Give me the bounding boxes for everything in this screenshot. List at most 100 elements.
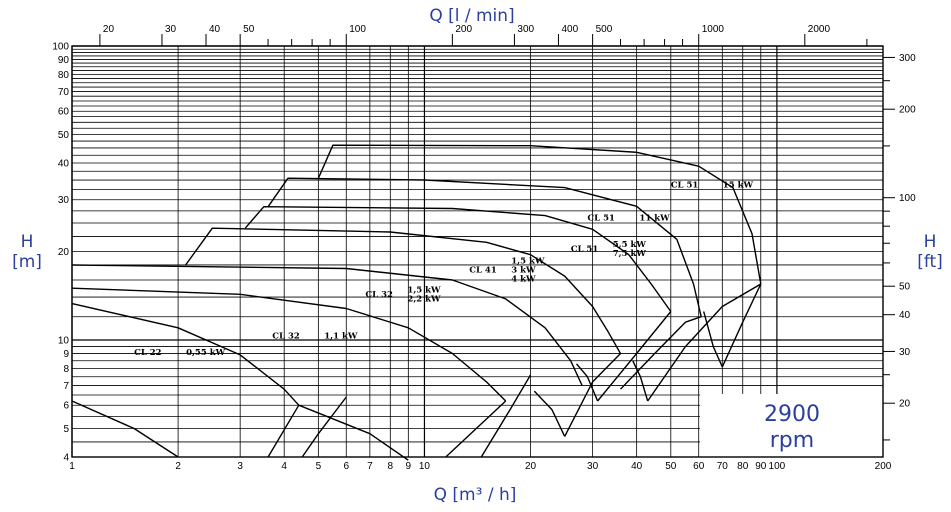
x-tick-label: 4 xyxy=(281,461,287,472)
top-tick-label: 300 xyxy=(517,24,534,35)
x-tick-label: 70 xyxy=(717,461,729,472)
right-tick-label: 40 xyxy=(899,310,911,321)
curve-label-6: 11 kW xyxy=(639,213,670,223)
x-tick-label: 1 xyxy=(69,461,75,472)
y-tick-label: 60 xyxy=(58,107,70,118)
pump-curve-12 xyxy=(564,353,621,437)
y-tick-label: 70 xyxy=(58,87,70,98)
pump-curve-21 xyxy=(703,311,723,368)
top-tick-label: 2000 xyxy=(808,24,831,35)
pump-curve-22 xyxy=(721,283,762,368)
plot-border xyxy=(71,45,884,458)
y-tick-label: 90 xyxy=(58,55,70,66)
y-tick-label: 30 xyxy=(58,195,70,206)
top-tick-label: 1000 xyxy=(702,24,725,35)
top-tick-label: 400 xyxy=(561,24,578,35)
top-tick-label: 50 xyxy=(243,24,255,35)
x-tick-label: 30 xyxy=(587,461,599,472)
speed-unit: rpm xyxy=(770,428,814,453)
pump-curve-6 xyxy=(301,396,347,458)
curve-label-7: 15 kW xyxy=(723,181,754,191)
right-tick-label: 200 xyxy=(899,105,916,116)
y-tick-label: 8 xyxy=(63,364,69,375)
y-tick-label: 7 xyxy=(63,381,69,392)
y-tick-label: 5 xyxy=(63,424,69,435)
y-tick-label: 9 xyxy=(63,349,69,360)
y-tick-label: 4 xyxy=(63,453,69,464)
right-tick-label: 100 xyxy=(899,193,916,204)
y-tick-label: 20 xyxy=(58,247,70,258)
pump-curve-8 xyxy=(71,264,583,386)
x-tick-label: 7 xyxy=(367,461,373,472)
top-tick-label: 100 xyxy=(349,24,366,35)
pump-curve-3 xyxy=(267,404,300,458)
pump-curve-1 xyxy=(71,400,179,458)
curves xyxy=(71,144,762,461)
pump-curve-20 xyxy=(647,283,762,402)
pump-curve-9 xyxy=(480,374,532,458)
left-axis-symbol: H xyxy=(21,232,34,252)
pump-curve-11 xyxy=(185,227,622,354)
pump-curve-13 xyxy=(575,363,599,402)
curve-label-2: 1,1 kW xyxy=(324,332,358,342)
curve-label-4: 3 kW xyxy=(511,265,536,275)
right-axis-ticks: 20 30 40 50 100 200 300 xyxy=(883,53,916,441)
right-tick-label: 20 xyxy=(899,399,911,410)
top-axis-title: Q [l / min] xyxy=(429,6,514,26)
x-tick-label: 50 xyxy=(665,461,677,472)
curve-label-5: CL 51 xyxy=(571,245,599,255)
right-axis-unit: [ft] xyxy=(917,252,943,272)
plot-frame xyxy=(71,45,884,458)
curve-label-4: CL 41 xyxy=(469,265,497,275)
curve-label-1: CL 22 xyxy=(134,348,162,358)
curve-label-1: 0,55 kW xyxy=(186,348,226,358)
curve-label-5: 5,5 kW xyxy=(613,240,647,250)
speed-value: 2900 xyxy=(764,402,820,427)
pump-curve-19 xyxy=(317,144,762,285)
x-axis-ticks: 1 2 3 4 5 6 7 8 9 10 20 30 40 50 60 70 80 90 100 200 xyxy=(69,461,892,472)
y-tick-label: 50 xyxy=(58,130,70,141)
top-tick-label: 20 xyxy=(103,24,115,35)
x-tick-label: 9 xyxy=(406,461,412,472)
y-tick-label: 6 xyxy=(63,401,69,412)
y-tick-label: 80 xyxy=(58,70,70,81)
x-tick-label: 10 xyxy=(419,461,431,472)
x-tick-label: 200 xyxy=(875,461,892,472)
top-tick-label: 500 xyxy=(596,24,613,35)
curve-label-5: 7,5 kW xyxy=(613,249,647,259)
curve-label-3: 1,5 kW xyxy=(407,286,441,296)
x-tick-label: 90 xyxy=(755,461,767,472)
x-tick-label: 80 xyxy=(737,461,749,472)
top-tick-label: 40 xyxy=(209,24,221,35)
pump-curve-5 xyxy=(71,287,507,402)
left-axis-unit: [m] xyxy=(12,252,42,272)
pump-curve-16 xyxy=(267,177,702,317)
x-tick-label: 2 xyxy=(175,461,181,472)
pump-curve-7 xyxy=(445,400,507,458)
x-tick-label: 6 xyxy=(343,461,349,472)
curve-label-2: CL 32 xyxy=(272,332,300,342)
right-axis-symbol: H xyxy=(924,232,937,252)
x-tick-label: 3 xyxy=(237,461,243,472)
right-tick-label: 50 xyxy=(899,282,911,293)
curve-label-7: CL 51 xyxy=(671,181,699,191)
x-tick-label: 100 xyxy=(769,461,786,472)
pump-curve-18 xyxy=(632,360,649,402)
right-tick-label: 300 xyxy=(899,53,916,64)
y-tick-label: 100 xyxy=(52,42,69,53)
curve-label-6: CL 51 xyxy=(587,213,615,223)
top-axis-ticks: 20 30 40 50 100 200 300 400 500 1000 2000 xyxy=(99,24,868,46)
x-tick-label: 20 xyxy=(525,461,537,472)
x-tick-label: 60 xyxy=(693,461,705,472)
curve-label-4: 4 kW xyxy=(511,274,536,284)
rpm-box: 2900 rpm xyxy=(700,394,883,458)
y-tick-label: 10 xyxy=(58,336,70,347)
x-tick-label: 8 xyxy=(388,461,394,472)
curve-label-3: CL 32 xyxy=(365,290,393,300)
pump-curve-10 xyxy=(533,390,566,437)
y-axis-ticks: 4 5 6 7 8 9 10 20 30 40 50 60 70 80 90 100 xyxy=(52,42,69,464)
pump-curve-4 xyxy=(298,404,409,461)
right-tick-label: 30 xyxy=(899,347,911,358)
